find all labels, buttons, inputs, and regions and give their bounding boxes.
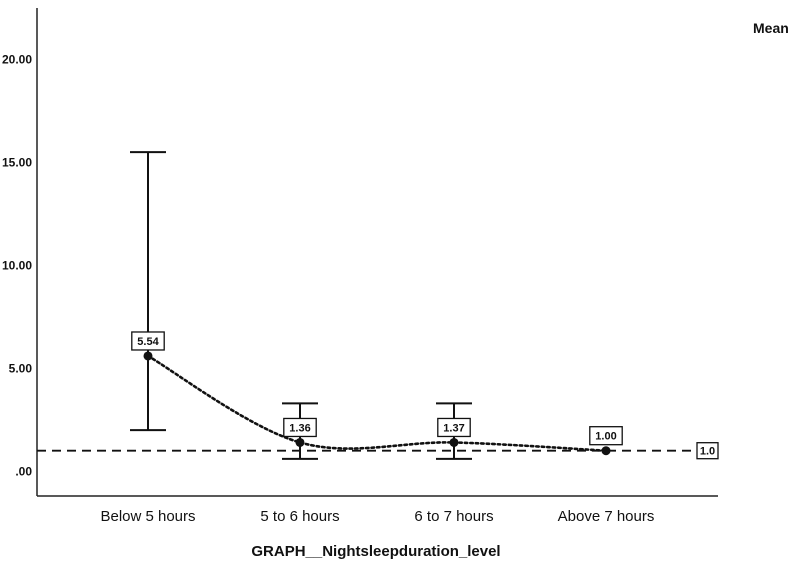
reference-line-label: 1.0 xyxy=(700,446,715,458)
svg-text:1.36: 1.36 xyxy=(289,422,310,434)
y-tick-label: 10.00 xyxy=(2,258,32,272)
x-tick-label: Below 5 hours xyxy=(100,508,195,525)
x-tick-label: Above 7 hours xyxy=(558,508,655,525)
error-bars xyxy=(130,151,472,460)
x-axis: Below 5 hours 5 to 6 hours 6 to 7 hours Abo… xyxy=(37,495,718,525)
reference-line-label-box xyxy=(696,442,719,460)
data-label: 1.37 xyxy=(437,417,471,438)
mean-point xyxy=(601,446,611,456)
y-tick-label: 5.00 xyxy=(9,361,33,375)
y-tick-label: 20.00 xyxy=(2,52,32,66)
fit-curve-path xyxy=(146,354,608,452)
x-tick-label: 5 to 6 hours xyxy=(260,508,339,525)
data-label: 1.00 xyxy=(589,426,623,446)
svg-text:1.00: 1.00 xyxy=(595,431,616,443)
x-axis-title: GRAPH__Nightsleepduration_level xyxy=(251,543,500,560)
svg-text:1.37: 1.37 xyxy=(443,422,464,434)
mean-points xyxy=(143,351,611,456)
legend-title: Mean xyxy=(753,20,789,36)
svg-text:5.54: 5.54 xyxy=(137,336,159,348)
x-tick-label: 6 to 7 hours xyxy=(414,508,493,525)
fit-curve xyxy=(146,354,608,452)
data-labels: 5.54 1.36 1.37 1.00 xyxy=(131,331,623,446)
mean-point xyxy=(295,437,305,447)
data-label: 5.54 xyxy=(131,331,165,351)
y-axis: .00 5.00 10.00 15.00 20.00 xyxy=(2,8,38,496)
mean-point xyxy=(449,437,459,447)
error-bar xyxy=(130,151,166,432)
y-tick-label: 15.00 xyxy=(2,155,32,169)
mean-point xyxy=(143,351,153,361)
data-label: 1.36 xyxy=(283,417,317,438)
y-tick-label: .00 xyxy=(15,464,32,478)
